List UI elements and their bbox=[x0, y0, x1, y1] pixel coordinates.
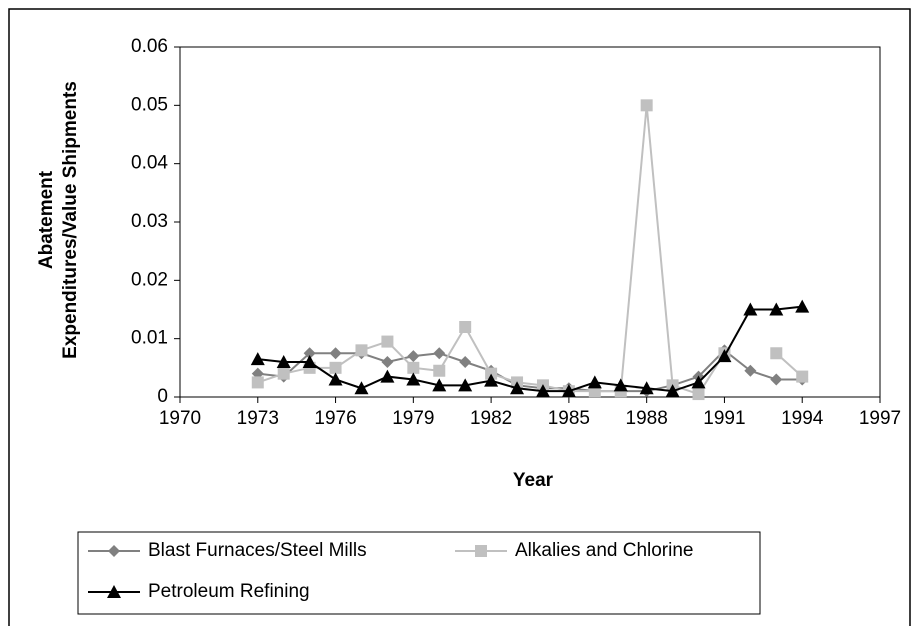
x-tick-label: 1994 bbox=[781, 408, 824, 429]
marker bbox=[613, 378, 628, 392]
marker bbox=[277, 367, 290, 380]
y-axis-title: Abatement bbox=[36, 170, 57, 269]
marker bbox=[380, 369, 395, 383]
marker bbox=[535, 384, 550, 398]
marker bbox=[717, 349, 732, 363]
marker bbox=[407, 361, 420, 374]
x-tick-label: 1970 bbox=[159, 408, 201, 429]
marker bbox=[587, 375, 602, 389]
marker bbox=[743, 302, 758, 316]
marker bbox=[328, 372, 343, 386]
series-line bbox=[257, 348, 803, 393]
marker bbox=[484, 373, 499, 387]
marker bbox=[433, 347, 446, 360]
x-tick-label: 1985 bbox=[548, 408, 590, 429]
marker bbox=[381, 356, 394, 368]
plot-area bbox=[179, 46, 881, 398]
y-tick-label: 0.02 bbox=[131, 269, 168, 290]
legend-marker bbox=[108, 545, 120, 557]
marker bbox=[744, 364, 757, 377]
marker bbox=[276, 355, 291, 368]
legend-label: Petroleum Refining bbox=[148, 581, 310, 602]
marker bbox=[329, 347, 342, 360]
y-tick-label: 0.03 bbox=[131, 211, 168, 232]
marker bbox=[433, 364, 446, 377]
marker bbox=[251, 376, 264, 389]
marker bbox=[432, 378, 447, 392]
legend-label: Blast Furnaces/Steel Mills bbox=[148, 540, 367, 561]
marker bbox=[355, 344, 368, 357]
y-tick-label: 0.01 bbox=[131, 328, 168, 349]
chart-border bbox=[8, 8, 911, 626]
marker bbox=[795, 299, 810, 313]
y-axis-title: Expenditures/Value Shipments bbox=[60, 81, 81, 359]
x-tick-label: 1982 bbox=[470, 408, 512, 429]
marker bbox=[250, 352, 265, 366]
marker bbox=[769, 302, 784, 316]
marker bbox=[639, 381, 654, 395]
legend-label: Alkalies and Chlorine bbox=[515, 540, 694, 561]
y-tick-label: 0.05 bbox=[131, 94, 168, 115]
marker bbox=[770, 373, 783, 386]
marker bbox=[665, 384, 680, 398]
x-tick-label: 1979 bbox=[392, 408, 434, 429]
marker bbox=[407, 350, 420, 363]
x-tick-label: 1976 bbox=[314, 408, 356, 429]
marker bbox=[510, 381, 525, 395]
x-tick-label: 1973 bbox=[237, 408, 279, 429]
y-tick-label: 0.04 bbox=[131, 153, 168, 174]
x-tick-label: 1997 bbox=[859, 408, 901, 429]
marker bbox=[406, 372, 421, 386]
marker bbox=[561, 384, 576, 398]
marker bbox=[459, 356, 472, 368]
y-tick-label: 0.06 bbox=[131, 36, 168, 57]
x-tick-label: 1988 bbox=[626, 408, 668, 429]
legend-marker bbox=[107, 585, 121, 598]
marker bbox=[381, 335, 394, 348]
x-axis-title: Year bbox=[513, 470, 554, 491]
marker bbox=[691, 375, 706, 389]
marker bbox=[354, 381, 369, 395]
x-tick-label: 1991 bbox=[703, 408, 745, 429]
marker bbox=[459, 321, 472, 333]
marker bbox=[458, 378, 473, 392]
marker bbox=[796, 370, 809, 383]
marker bbox=[302, 355, 317, 368]
marker bbox=[303, 347, 316, 360]
legend-box bbox=[77, 531, 761, 615]
series-line bbox=[257, 305, 803, 393]
marker bbox=[692, 388, 705, 401]
legend-marker bbox=[475, 545, 487, 557]
marker bbox=[329, 361, 342, 374]
y-tick-label: 0 bbox=[157, 386, 168, 407]
marker bbox=[770, 347, 783, 360]
marker bbox=[640, 99, 653, 112]
